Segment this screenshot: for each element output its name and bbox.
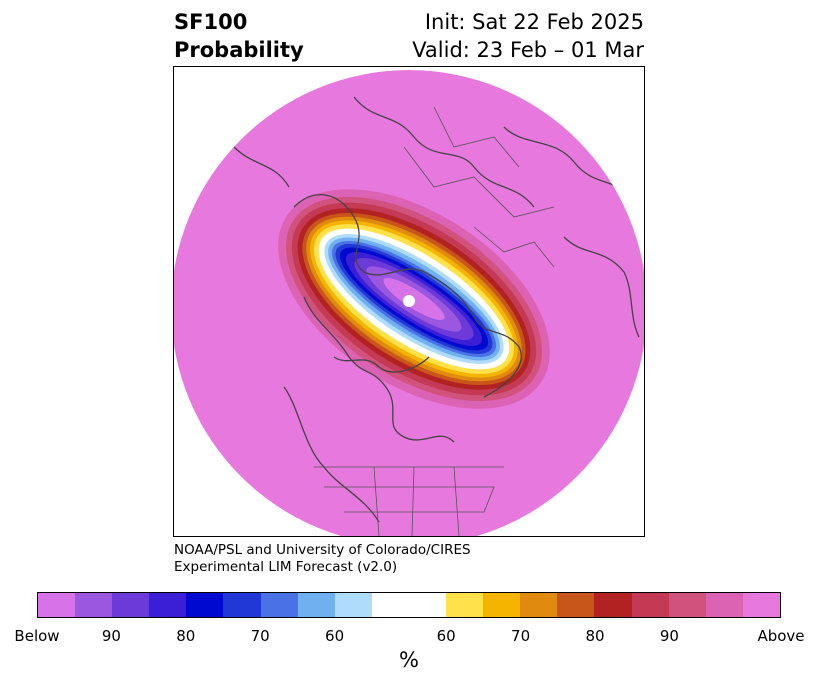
colorbar-unit: % bbox=[399, 648, 419, 672]
colorbar-tick-label: 70 bbox=[511, 627, 531, 645]
colorbar-tick-label: Above bbox=[757, 627, 805, 645]
colorbar-segment bbox=[112, 593, 150, 617]
colorbar-segment bbox=[742, 593, 780, 617]
colorbar-segment bbox=[186, 593, 224, 617]
title-right: Init: Sat 22 Feb 2025 Valid: 23 Feb – 01… bbox=[412, 8, 644, 64]
variable-name: SF100 bbox=[174, 10, 248, 34]
colorbar-segment bbox=[631, 593, 669, 617]
init-date: Init: Sat 22 Feb 2025 bbox=[424, 10, 644, 34]
colorbar-segment bbox=[705, 593, 743, 617]
credit-line-2: Experimental LIM Forecast (v2.0) bbox=[174, 559, 398, 575]
colorbar-segment bbox=[149, 593, 187, 617]
probability-map bbox=[174, 70, 644, 536]
political-borders bbox=[314, 106, 555, 536]
colorbar-segment bbox=[371, 593, 447, 617]
colorbar-segment bbox=[75, 593, 113, 617]
colorbar-segment bbox=[446, 593, 484, 617]
colorbar bbox=[37, 592, 781, 618]
colorbar-segment bbox=[668, 593, 706, 617]
valid-range: Valid: 23 Feb – 01 Mar bbox=[412, 38, 644, 62]
colorbar-segment bbox=[38, 593, 76, 617]
variable-type: Probability bbox=[174, 38, 304, 62]
colorbar-tick-label: 70 bbox=[250, 627, 270, 645]
colorbar-tick-label: 80 bbox=[176, 627, 196, 645]
colorbar-tick-label: 60 bbox=[325, 627, 345, 645]
colorbar-tick-label: Below bbox=[14, 627, 60, 645]
colorbar-segment bbox=[557, 593, 595, 617]
colorbar-segment bbox=[483, 593, 521, 617]
colorbar-segment bbox=[223, 593, 261, 617]
colorbar-tick-label: 90 bbox=[659, 627, 679, 645]
north-pole-marker bbox=[403, 295, 415, 307]
colorbar-tick-label: 80 bbox=[585, 627, 605, 645]
colorbar-tick-label: 60 bbox=[436, 627, 456, 645]
title-left: SF100 Probability bbox=[174, 8, 304, 64]
colorbar-segment bbox=[260, 593, 298, 617]
colorbar-tick-label: 90 bbox=[101, 627, 121, 645]
colorbar-segment bbox=[334, 593, 372, 617]
colorbar-segment bbox=[594, 593, 632, 617]
map-panel bbox=[173, 66, 645, 537]
colorbar-segment bbox=[297, 593, 335, 617]
colorbar-segment bbox=[520, 593, 558, 617]
credit-line-1: NOAA/PSL and University of Colorado/CIRE… bbox=[174, 542, 471, 558]
credit-text: NOAA/PSL and University of Colorado/CIRE… bbox=[174, 542, 471, 576]
